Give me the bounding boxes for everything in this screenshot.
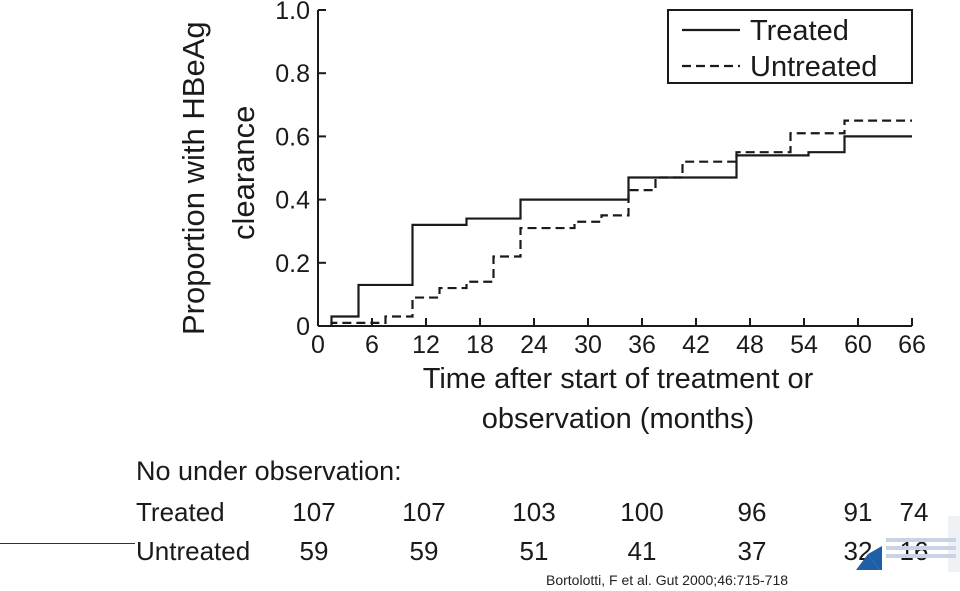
risk-table-cell: 107 [292, 497, 336, 527]
risk-table-cell: 59 [409, 536, 439, 566]
risk-table-heading: No under observation: [136, 456, 402, 486]
x-tick-label: 18 [466, 331, 494, 359]
legend-label-untreated: Untreated [750, 51, 877, 83]
risk-table-cell: 74 [899, 497, 929, 527]
x-tick-label: 6 [365, 331, 379, 359]
x-tick-label: 36 [628, 331, 656, 359]
risk-table-cell: 96 [737, 497, 767, 527]
risk-row-label-treated: Treated [136, 497, 225, 527]
x-tick-label: 42 [682, 331, 710, 359]
x-tick-label: 60 [844, 331, 872, 359]
x-tick-label: 66 [898, 331, 926, 359]
legend-label-treated: Treated [750, 15, 849, 47]
risk-row-label-untreated: Untreated [136, 536, 251, 566]
y-axis-title-line2: clearance [226, 105, 261, 240]
legend-box [667, 9, 913, 84]
risk-table-cell: 103 [512, 497, 556, 527]
y-axis-title-line1: Proportion with HBeAg [176, 21, 211, 335]
risk-table-cell: 100 [620, 497, 664, 527]
y-tick-label: 0.4 [275, 187, 310, 215]
y-tick-label: 0 [296, 313, 310, 341]
risk-table-cell: 41 [627, 536, 657, 566]
series-treated-line [330, 135, 912, 326]
risk-table-cell: 37 [737, 536, 767, 566]
y-tick-label: 1.0 [275, 0, 310, 25]
x-axis-title-line2: observation (months) [481, 403, 755, 435]
x-tick-label: 54 [790, 331, 818, 359]
y-tick-label: 0.6 [275, 123, 310, 151]
y-tick-label: 0.8 [275, 60, 310, 88]
x-tick-label: 12 [412, 331, 440, 359]
risk-table-cell: 107 [402, 497, 446, 527]
x-tick-label: 48 [736, 331, 764, 359]
citation: Bortolotti, F et al. Gut 2000;46:715-718 [546, 572, 789, 588]
risk-table-cell: 91 [843, 497, 873, 527]
x-tick-label: 0 [311, 331, 325, 359]
series-untreated-line [330, 119, 912, 326]
x-tick-label: 24 [520, 331, 548, 359]
y-tick-label: 0.2 [275, 250, 310, 278]
hospital-logo [856, 516, 960, 572]
risk-table-cell: 51 [519, 536, 549, 566]
divider-line [0, 543, 135, 544]
x-tick-label: 30 [574, 331, 602, 359]
risk-table-cell: 59 [299, 536, 329, 566]
x-axis-title-line1: Time after start of treatment or [422, 363, 814, 395]
